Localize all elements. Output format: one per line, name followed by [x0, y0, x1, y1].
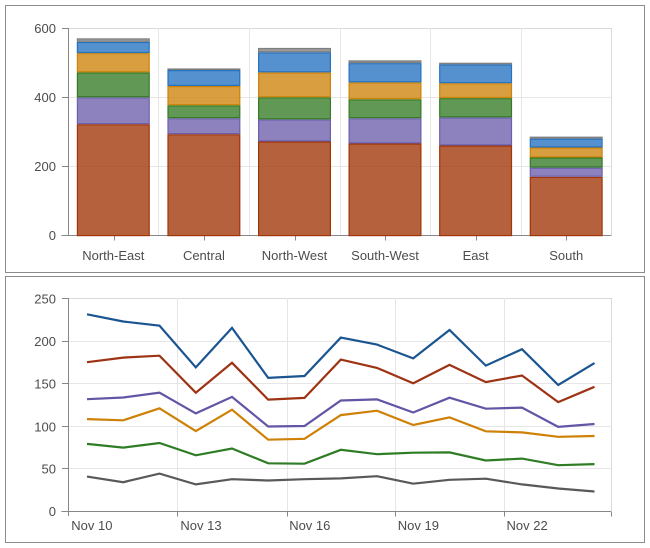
- svg-text:200: 200: [34, 159, 56, 174]
- svg-text:0: 0: [49, 228, 56, 243]
- svg-text:Nov 13: Nov 13: [180, 518, 221, 533]
- svg-text:Central: Central: [183, 248, 225, 263]
- svg-text:600: 600: [34, 21, 56, 36]
- svg-text:South: South: [549, 248, 583, 263]
- svg-text:East: East: [463, 248, 489, 263]
- svg-text:Nov 22: Nov 22: [507, 518, 548, 533]
- svg-text:100: 100: [34, 419, 56, 434]
- svg-text:Nov 10: Nov 10: [71, 518, 112, 533]
- svg-text:0: 0: [49, 504, 56, 519]
- svg-text:150: 150: [34, 377, 56, 392]
- svg-text:South-West: South-West: [351, 248, 419, 263]
- svg-text:200: 200: [34, 334, 56, 349]
- svg-text:North-East: North-East: [82, 248, 145, 263]
- svg-text:400: 400: [34, 90, 56, 105]
- svg-text:Nov 16: Nov 16: [289, 518, 330, 533]
- svg-text:Nov 19: Nov 19: [398, 518, 439, 533]
- svg-text:North-West: North-West: [262, 248, 328, 263]
- svg-text:50: 50: [42, 462, 56, 477]
- svg-text:250: 250: [34, 292, 56, 307]
